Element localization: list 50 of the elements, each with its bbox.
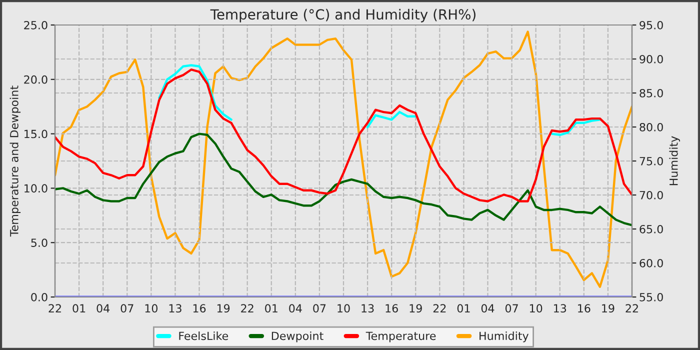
x-tick-label: 07 (120, 304, 134, 313)
legend-label: Humidity (480, 331, 529, 342)
line-series (55, 68, 632, 202)
x-tick-label: 22 (433, 304, 446, 312)
x-tick-label: 19 (602, 304, 614, 313)
x-tick-label: 19 (217, 304, 230, 313)
y-tick-label: 15.0 (24, 130, 48, 138)
legend-label: Dewpoint (272, 331, 324, 342)
x-tick-label: 22 (48, 304, 61, 312)
line-series (55, 132, 632, 226)
x-tick-label: 10 (145, 304, 158, 313)
y2-tick-label: 85.0 (640, 88, 663, 98)
x-tick-label: 01 (265, 304, 278, 313)
x-tick-label: 01 (457, 304, 470, 313)
x-tick-label: 10 (338, 304, 350, 313)
y2-tick-label: 55.0 (640, 292, 663, 302)
y2-tick-label: 90.0 (640, 54, 663, 64)
chart-title: Temperature (°C) and Humidity (RH%) (210, 8, 476, 22)
y2-tick-label: 60.0 (640, 258, 663, 268)
x-tick-label: 07 (313, 304, 326, 313)
y-tick-label: 5.0 (31, 238, 48, 247)
x-tick-label: 16 (193, 304, 206, 313)
x-tick-label: 22 (626, 304, 638, 312)
x-tick-label: 13 (362, 304, 374, 313)
x-tick-label: 04 (481, 304, 494, 313)
y-tick-label: 20.0 (24, 75, 48, 84)
x-tick-label: 04 (289, 304, 302, 313)
x-tick-label: 16 (578, 304, 590, 313)
x-tick-label: 01 (72, 304, 86, 313)
y-tick-label: 10.0 (24, 184, 48, 193)
x-tick-label: 13 (554, 304, 566, 313)
y-tick-label: 0.0 (31, 292, 48, 302)
legend-label: Temperature (366, 332, 436, 342)
x-tick-label: 04 (96, 304, 110, 313)
y-axis-title: Temperature and Dewpoint (10, 86, 21, 237)
x-tick-label: 22 (241, 304, 254, 312)
x-tick-label: 13 (169, 304, 182, 313)
legend-label: FeelsLike (179, 331, 228, 340)
y2-tick-label: 75.0 (640, 156, 663, 166)
line-series (55, 30, 632, 288)
y-tick-label: 25.0 (24, 20, 48, 30)
x-tick-label: 16 (386, 304, 398, 313)
y2-tick-label: 65.0 (640, 224, 663, 234)
y2-axis-title: Humidity (669, 136, 680, 186)
x-tick-label: 10 (530, 304, 542, 313)
x-tick-label: 07 (505, 304, 518, 313)
x-tick-label: 19 (410, 304, 422, 313)
y2-tick-label: 80.0 (640, 122, 663, 132)
y2-tick-label: 95.0 (640, 20, 663, 30)
y2-tick-label: 70.0 (640, 190, 663, 200)
